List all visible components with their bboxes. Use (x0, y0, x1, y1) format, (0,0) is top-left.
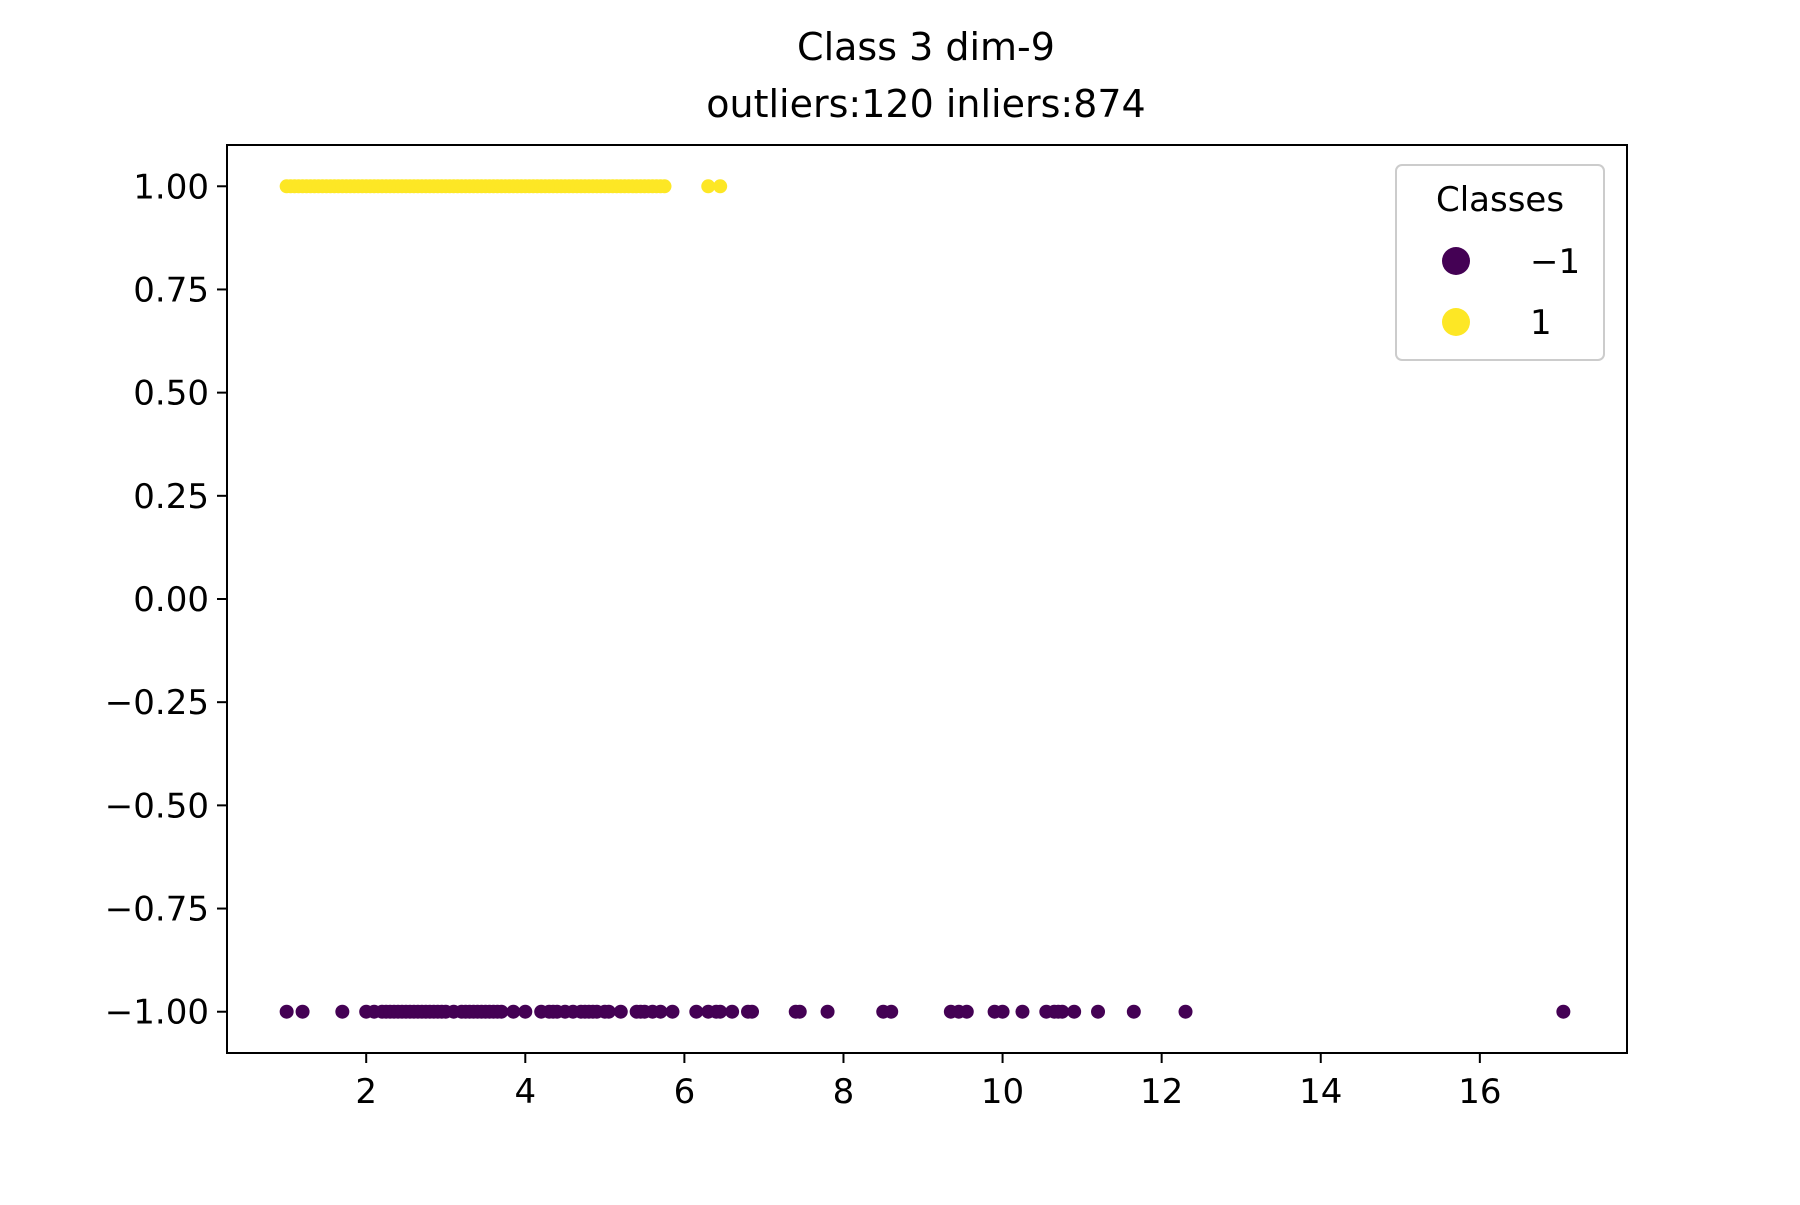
point-series-1 (713, 179, 728, 194)
point-series-0 (1055, 1004, 1070, 1019)
point-series-0 (1556, 1004, 1571, 1019)
point-series-0 (713, 1004, 728, 1019)
x-tick-label: 16 (1458, 1072, 1501, 1112)
point-series-0 (725, 1004, 740, 1019)
point-series-0 (653, 1004, 668, 1019)
point-series-0 (335, 1004, 350, 1019)
point-series-0 (1126, 1004, 1141, 1019)
x-tick-label: 4 (514, 1072, 536, 1112)
point-series-0 (494, 1004, 509, 1019)
y-tick-label: 0.50 (133, 374, 209, 414)
chart-title: Class 3 dim-9 (797, 25, 1055, 69)
point-series-0 (295, 1004, 310, 1019)
point-series-0 (995, 1004, 1010, 1019)
y-tick-label: −0.25 (105, 683, 209, 723)
y-tick-label: 0.75 (133, 270, 209, 310)
x-tick-label: 14 (1299, 1072, 1342, 1112)
y-tick-label: −0.75 (105, 890, 209, 930)
chart-subtitle: outliers:120 inliers:874 (706, 82, 1145, 126)
legend-title: Classes (1436, 180, 1564, 220)
y-axis: 1.00 0.75 0.50 0.25 0.00 −0.25 −0.50 −0.75 −1.00 (105, 167, 227, 1033)
y-tick-label: 1.00 (133, 167, 209, 207)
point-series-0 (689, 1004, 704, 1019)
x-tick-label: 6 (674, 1072, 696, 1112)
x-tick-label: 12 (1140, 1072, 1183, 1112)
point-series-0 (884, 1004, 899, 1019)
y-tick-label: −1.00 (105, 993, 209, 1033)
legend-marker (1442, 247, 1470, 275)
y-tick-label: 0.00 (133, 580, 209, 620)
point-series-0 (279, 1004, 294, 1019)
point-series-0 (959, 1004, 974, 1019)
point-series-0 (518, 1004, 533, 1019)
point-series-0 (613, 1004, 628, 1019)
y-tick-label: −0.50 (105, 786, 209, 826)
point-series-0 (1067, 1004, 1082, 1019)
point-series-0 (601, 1004, 616, 1019)
y-tick-label: 0.25 (133, 477, 209, 517)
legend-label: −1 (1530, 242, 1580, 282)
point-series-0 (506, 1004, 521, 1019)
legend: Classes −1 1 (1395, 164, 1605, 361)
points-layer (279, 179, 1571, 1019)
point-series-0 (792, 1004, 807, 1019)
x-tick-label: 8 (833, 1072, 855, 1112)
legend-marker (1442, 308, 1470, 336)
point-series-0 (745, 1004, 759, 1019)
point-series-1 (701, 179, 716, 194)
point-series-1 (657, 179, 672, 194)
point-series-0 (820, 1004, 835, 1019)
point-series-0 (665, 1004, 680, 1019)
x-axis: 2 4 6 8 10 12 14 16 (355, 1053, 1501, 1112)
x-tick-label: 10 (981, 1072, 1024, 1112)
legend-label: 1 (1530, 303, 1552, 343)
point-series-0 (1091, 1004, 1106, 1019)
point-series-0 (1178, 1004, 1193, 1019)
x-tick-label: 2 (355, 1072, 377, 1112)
point-series-0 (1015, 1004, 1030, 1019)
